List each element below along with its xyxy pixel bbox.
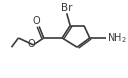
Text: NH$_2$: NH$_2$: [107, 31, 127, 45]
Text: O: O: [32, 16, 40, 26]
Text: O: O: [27, 39, 35, 49]
Text: Br: Br: [61, 3, 72, 13]
